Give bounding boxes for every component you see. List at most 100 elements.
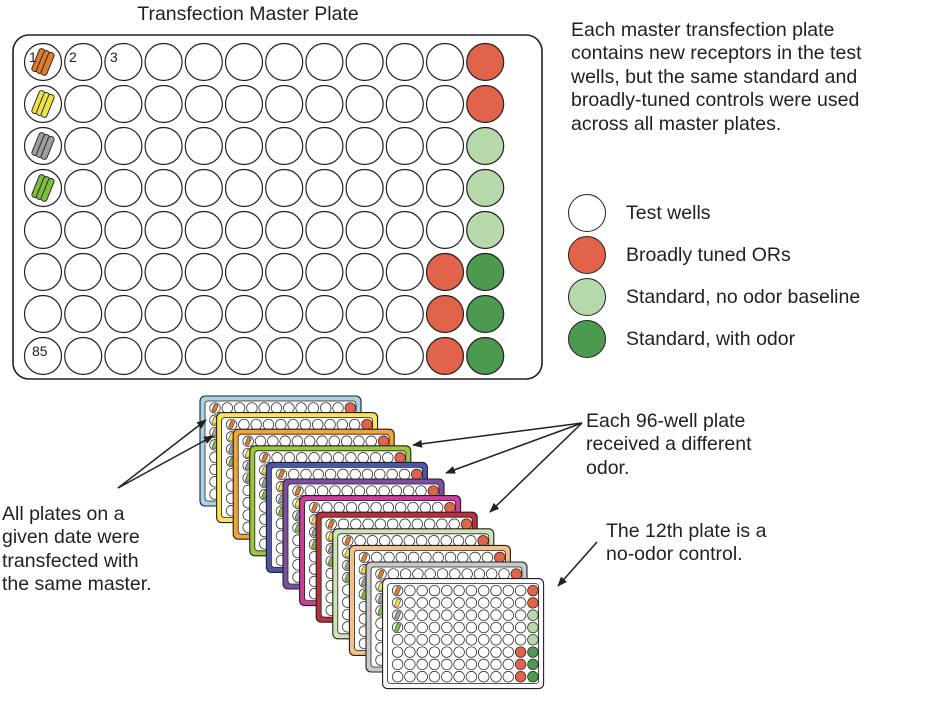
master-well xyxy=(104,168,143,208)
master-well xyxy=(104,336,143,376)
stacked-well xyxy=(279,435,291,447)
master-well xyxy=(466,294,505,334)
stacked-well xyxy=(411,518,423,530)
odor-arrow-3 xyxy=(489,422,583,513)
stacked-well xyxy=(267,435,279,447)
stacked-tube-icon xyxy=(228,420,235,429)
stacked-well xyxy=(478,621,490,634)
master-well xyxy=(265,252,304,292)
stacked-tube-icon xyxy=(344,536,351,546)
stacked-well xyxy=(378,485,390,497)
master-well xyxy=(265,294,304,334)
master-well xyxy=(305,252,344,292)
stacked-well xyxy=(428,634,441,646)
master-well xyxy=(305,210,344,250)
stacked-well xyxy=(473,568,486,580)
stacked-well xyxy=(453,646,465,658)
master-well xyxy=(184,252,223,292)
stacked-tube-icon xyxy=(328,519,335,529)
stacked-well xyxy=(387,568,399,580)
stacked-well xyxy=(316,435,328,447)
odor-arrow-1 xyxy=(412,422,583,448)
well-number-3: 3 xyxy=(110,49,118,65)
stacked-well xyxy=(333,501,345,514)
stacked-well xyxy=(283,452,296,464)
stacked-well xyxy=(465,621,478,634)
stacked-tube-icon xyxy=(394,623,401,632)
stacked-well xyxy=(399,518,411,530)
master-well xyxy=(466,336,505,376)
master-well xyxy=(224,294,264,334)
stacked-well xyxy=(502,597,514,609)
master-well xyxy=(144,126,183,166)
master-well xyxy=(64,294,103,334)
stacked-well xyxy=(271,452,283,464)
master-well xyxy=(224,336,264,376)
master-well xyxy=(265,84,304,124)
master-well xyxy=(64,252,103,292)
stacked-well xyxy=(366,485,378,497)
master-well xyxy=(305,294,344,334)
stacked-tube-icon xyxy=(294,486,302,496)
stacked-well xyxy=(361,418,373,431)
master-well xyxy=(425,42,465,82)
stacked-well xyxy=(379,535,391,547)
master-well xyxy=(64,336,103,376)
stacked-well xyxy=(403,535,415,547)
stacked-well xyxy=(428,597,441,609)
stacked-well xyxy=(453,597,465,609)
well-number-2: 2 xyxy=(69,49,77,65)
stacked-well xyxy=(332,402,344,414)
stacked-well xyxy=(270,402,283,414)
stacked-well xyxy=(312,468,324,481)
stacked-well xyxy=(478,671,490,683)
stacked-well xyxy=(415,485,427,497)
stacked-well xyxy=(514,658,527,671)
stacked-well xyxy=(502,658,514,671)
master-well xyxy=(385,42,424,82)
stacked-well xyxy=(391,634,404,646)
stacked-well xyxy=(432,551,444,564)
stacked-well xyxy=(407,501,419,514)
stacked-well xyxy=(441,658,453,671)
stacked-well xyxy=(436,568,449,580)
legend-swatch-standard-no-odor xyxy=(568,278,606,316)
master-well xyxy=(104,252,143,292)
master-well xyxy=(104,126,143,166)
stacked-well xyxy=(453,584,465,597)
stacked-well xyxy=(404,671,416,683)
legend-label-standard-no-odor: Standard, no odor baseline xyxy=(626,285,861,308)
stacked-well xyxy=(238,418,250,431)
stacked-well xyxy=(254,435,267,447)
stacked-well xyxy=(527,597,539,609)
master-well xyxy=(466,84,505,124)
master-well xyxy=(224,210,264,250)
stacked-plate-inner xyxy=(387,583,540,684)
master-well xyxy=(144,210,183,250)
stacked-well xyxy=(321,501,333,514)
stacked-tube-icon xyxy=(361,553,368,562)
stacked-well xyxy=(404,621,416,634)
stacked-well xyxy=(416,646,428,658)
stacked-well xyxy=(502,671,514,683)
stacked-tube-icon xyxy=(394,586,401,595)
stacked-well xyxy=(288,468,300,481)
receptor-tubes xyxy=(31,48,55,202)
stacked-well xyxy=(394,452,406,464)
legend-label-broadly-tuned: Broadly tuned ORs xyxy=(626,243,791,266)
stacked-well xyxy=(391,671,404,683)
stacked-well xyxy=(353,435,365,447)
master-well xyxy=(224,168,264,208)
stacked-well xyxy=(469,551,481,564)
stacked-well xyxy=(490,658,502,671)
master-well xyxy=(104,84,143,124)
stacked-tube-icon xyxy=(261,453,268,463)
master-well xyxy=(265,336,304,376)
stacked-well xyxy=(324,468,337,481)
master-well xyxy=(425,252,465,292)
stacked-well xyxy=(345,501,358,514)
master-arrow-1 xyxy=(117,419,207,489)
stacked-well xyxy=(423,518,436,530)
no-odor-control-arrow xyxy=(557,541,598,587)
stacked-well xyxy=(478,584,490,597)
